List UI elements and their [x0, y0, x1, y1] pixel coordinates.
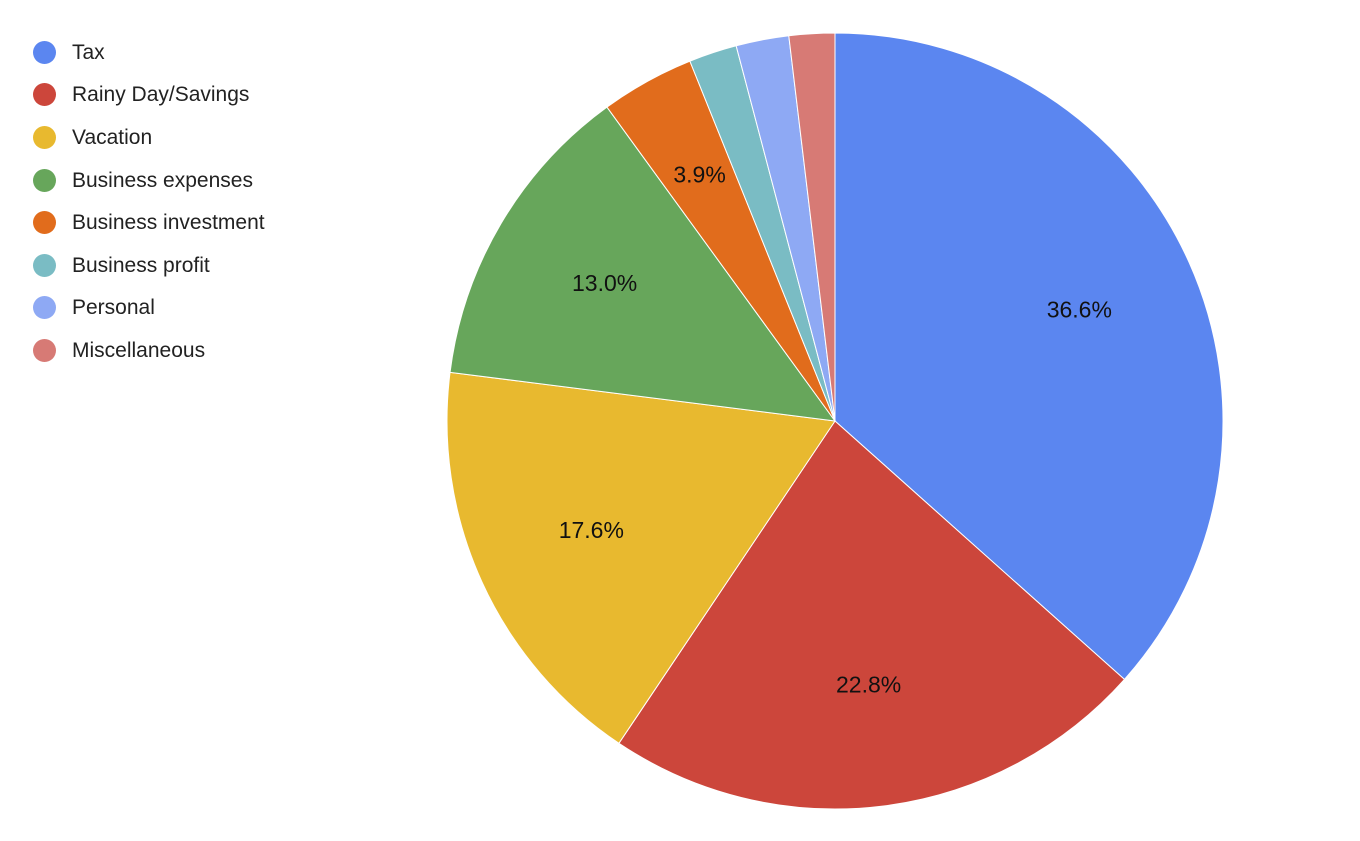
pie-slice-tax[interactable]: [834, 32, 1224, 681]
legend-item-miscellaneous[interactable]: Miscellaneous: [33, 329, 265, 372]
legend-swatch: [33, 338, 56, 362]
legend-item-rainy-day-savings[interactable]: Rainy Day/Savings: [33, 74, 265, 117]
pie-slice-vacation[interactable]: [446, 371, 836, 744]
legend-label: Personal: [72, 296, 155, 320]
legend-label: Miscellaneous: [72, 338, 206, 362]
legend-item-business-profit[interactable]: Business profit: [33, 244, 265, 287]
slice-label-rainy-day-savings: 22.8%: [836, 672, 901, 698]
slice-label-business-expenses: 13.0%: [572, 270, 637, 296]
pie-slice-rainy-day-savings[interactable]: [618, 420, 1126, 810]
legend-label: Business investment: [72, 211, 265, 235]
legend-swatch: [33, 168, 56, 192]
legend-swatch: [33, 296, 56, 320]
pie-slice-miscellaneous[interactable]: [788, 32, 836, 422]
legend-item-vacation[interactable]: Vacation: [33, 116, 265, 159]
chart-legend: Tax Rainy Day/Savings Vacation Business exp…: [33, 31, 265, 372]
slice-label-business-investment: 3.9%: [673, 162, 725, 188]
legend-label: Vacation: [72, 125, 153, 149]
legend-item-business-expenses[interactable]: Business expenses: [33, 159, 265, 202]
legend-item-personal[interactable]: Personal: [33, 287, 265, 330]
pie-slice-business-expenses[interactable]: [449, 106, 837, 422]
legend-item-tax[interactable]: Tax: [33, 31, 265, 74]
legend-label: Business expenses: [72, 168, 253, 192]
legend-label: Tax: [72, 40, 105, 64]
legend-label: Rainy Day/Savings: [72, 83, 250, 107]
slice-label-tax: 36.6%: [1047, 297, 1112, 323]
slice-label-vacation: 17.6%: [559, 517, 624, 543]
legend-swatch: [33, 253, 56, 277]
legend-item-business-investment[interactable]: Business investment: [33, 201, 265, 244]
legend-swatch: [33, 83, 56, 107]
legend-swatch: [33, 40, 56, 64]
legend-swatch: [33, 125, 56, 149]
legend-swatch: [33, 211, 56, 235]
legend-label: Business profit: [72, 253, 210, 277]
